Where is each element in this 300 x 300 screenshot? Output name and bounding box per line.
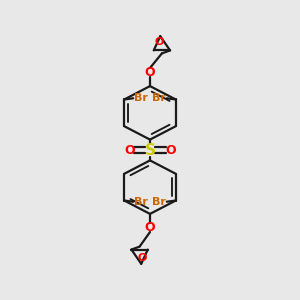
Text: O: O	[124, 143, 134, 157]
Text: O: O	[145, 66, 155, 79]
Text: O: O	[155, 37, 164, 47]
Text: Br: Br	[134, 197, 148, 207]
Text: O: O	[137, 253, 147, 263]
Text: Br: Br	[152, 197, 166, 207]
Text: Br: Br	[134, 93, 148, 103]
Text: O: O	[166, 143, 176, 157]
Text: O: O	[145, 221, 155, 234]
Text: Br: Br	[152, 93, 166, 103]
Text: S: S	[145, 142, 155, 158]
